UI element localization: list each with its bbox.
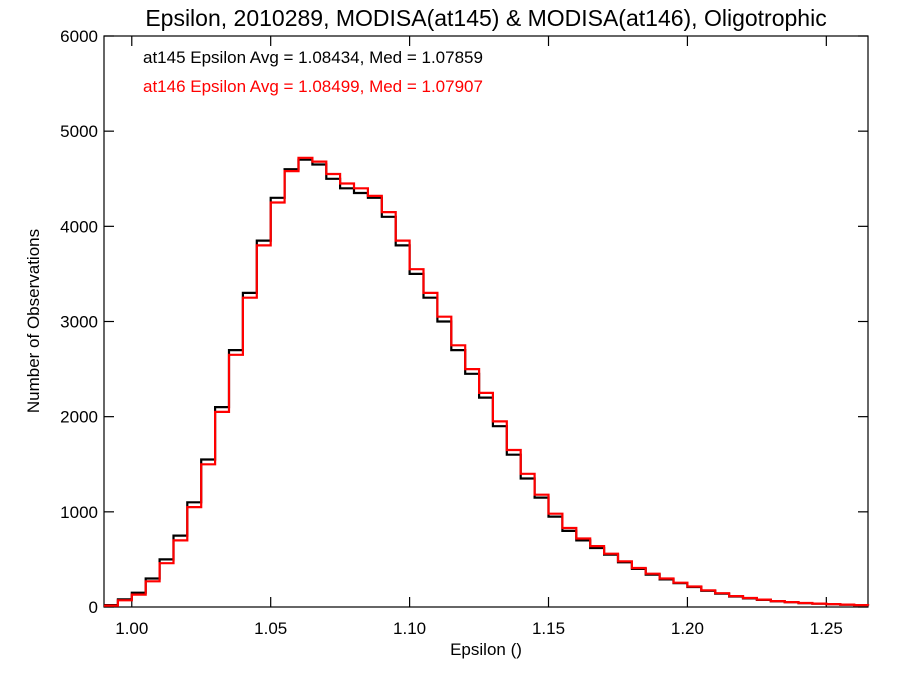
- y-tick-label: 3000: [60, 313, 98, 332]
- x-tick-label: 1.10: [393, 619, 426, 638]
- x-axis-label: Epsilon (): [450, 640, 522, 659]
- y-axis-label: Number of Observations: [24, 229, 43, 413]
- y-tick-label: 2000: [60, 408, 98, 427]
- x-tick-label: 1.20: [671, 619, 704, 638]
- x-tick-label: 1.15: [532, 619, 565, 638]
- y-tick-label: 4000: [60, 217, 98, 236]
- y-tick-label: 5000: [60, 122, 98, 141]
- histogram-series-line-1: [104, 156, 870, 607]
- y-tick-label: 1000: [60, 503, 98, 522]
- x-tick-label: 1.00: [115, 619, 148, 638]
- chart-title: Epsilon, 2010289, MODISA(at145) & MODISA…: [145, 5, 826, 31]
- histogram-series-line-0: [104, 158, 870, 607]
- annotation-at145-stats: at145 Epsilon Avg = 1.08434, Med = 1.078…: [143, 48, 483, 67]
- annotation-at146-stats: at146 Epsilon Avg = 1.08499, Med = 1.079…: [143, 77, 483, 96]
- x-tick-label: 1.25: [810, 619, 843, 638]
- x-tick-label: 1.05: [254, 619, 287, 638]
- y-tick-label: 0: [89, 598, 98, 617]
- plot-frame: [103, 35, 869, 608]
- y-tick-label: 6000: [60, 27, 98, 46]
- plot-area: 1.00 1.05 1.10 1.15 1.20 1.25 0 1000 2000 3000 400…: [60, 27, 870, 638]
